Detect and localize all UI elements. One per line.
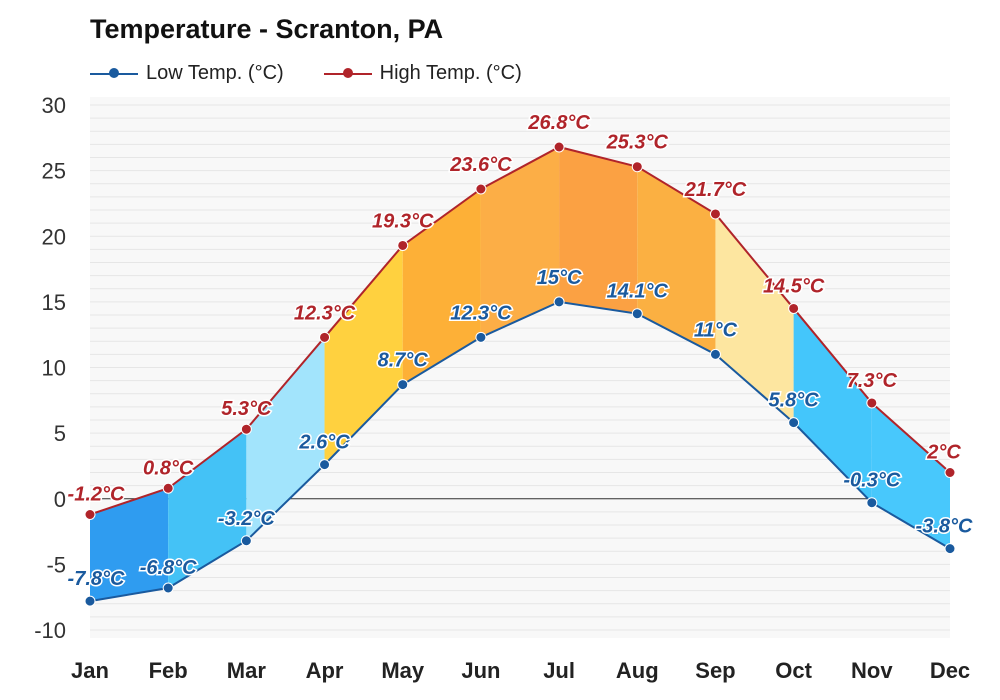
high-temp-point[interactable] (319, 331, 331, 343)
x-tick-label: Sep (695, 658, 735, 683)
low-temp-point[interactable] (240, 535, 252, 547)
y-tick-label: 15 (42, 290, 66, 315)
y-tick-label: -5 (46, 552, 66, 577)
temperature-band (793, 308, 872, 503)
temperature-band (559, 147, 638, 314)
low-temp-point[interactable] (162, 582, 174, 594)
low-temp-label: 15°C (537, 267, 582, 289)
high-temp-label: 0.8°C (143, 457, 194, 479)
low-temp-label: -0.3°C (843, 470, 900, 492)
high-temp-point[interactable] (631, 161, 643, 173)
y-tick-label: -10 (34, 618, 66, 643)
x-tick-label: Feb (149, 658, 188, 683)
low-temp-point[interactable] (397, 379, 409, 391)
high-temp-point[interactable] (553, 141, 565, 153)
low-temp-point[interactable] (866, 497, 878, 509)
temperature-band (402, 189, 481, 385)
high-temp-label: 19.3°C (372, 210, 434, 232)
temperature-band (246, 337, 325, 541)
legend-item-high[interactable]: High Temp. (°C) (323, 62, 522, 85)
low-temp-point[interactable] (475, 331, 487, 343)
high-temp-label: 23.6°C (449, 154, 512, 176)
y-tick-label: 0 (54, 487, 66, 512)
x-tick-label: Aug (616, 658, 659, 683)
high-temp-point[interactable] (162, 482, 174, 494)
high-temp-label: 25.3°C (606, 132, 669, 154)
x-tick-label: Oct (775, 658, 812, 683)
high-temp-label: 21.7°C (684, 179, 747, 201)
high-temp-label: 7.3°C (847, 370, 898, 392)
low-temp-label: 14.1°C (607, 281, 669, 303)
high-temp-point[interactable] (240, 423, 252, 435)
low-temp-point[interactable] (709, 348, 721, 360)
y-tick-label: 30 (42, 93, 66, 118)
temperature-band (480, 147, 560, 338)
x-tick-label: Apr (306, 658, 344, 683)
temperature-band (168, 429, 247, 588)
low-temp-label: -3.8°C (916, 516, 973, 538)
temperature-band (871, 402, 950, 549)
high-temp-point[interactable] (475, 183, 487, 195)
high-temp-label: 5.3°C (221, 398, 272, 420)
low-temp-label: 5.8°C (769, 390, 820, 412)
low-temp-label: -7.8°C (68, 568, 125, 590)
chart-title: Temperature - Scranton, PA (90, 14, 444, 44)
low-temp-point[interactable] (84, 595, 96, 607)
legend: Low Temp. (°C) High Temp. (°C) (90, 62, 522, 85)
high-temp-point[interactable] (709, 208, 721, 220)
low-temp-label: 12.3°C (450, 302, 512, 324)
legend-label-high: High Temp. (°C) (379, 62, 522, 84)
high-temp-label: 14.5°C (763, 275, 825, 297)
temperature-band (90, 488, 169, 602)
low-temp-label: -3.2°C (218, 508, 275, 530)
low-temp-label: 11°C (694, 319, 738, 341)
high-temp-label: 12.3°C (294, 302, 356, 324)
low-temp-point[interactable] (631, 308, 643, 320)
high-series-swatch (323, 67, 372, 78)
x-tick-label: Mar (227, 658, 267, 683)
low-series-swatch (90, 67, 138, 78)
legend-label-low: Low Temp. (°C) (146, 62, 284, 84)
low-temp-label: 2.6°C (298, 432, 350, 454)
high-temp-label: 2°C (926, 442, 961, 464)
low-temp-line (89, 300, 951, 603)
x-tick-label: Nov (851, 658, 893, 683)
high-temp-point[interactable] (944, 467, 956, 478)
high-temp-line (89, 145, 951, 516)
high-temp-point[interactable] (84, 509, 96, 520)
low-temp-point[interactable] (944, 543, 956, 555)
low-temp-point[interactable] (319, 459, 331, 471)
x-tick-label: Dec (930, 658, 970, 683)
low-temp-point[interactable] (788, 417, 800, 429)
x-tick-label: May (381, 658, 425, 683)
x-tick-label: Jul (543, 658, 575, 683)
y-tick-label: 10 (42, 356, 66, 381)
high-temp-point[interactable] (788, 302, 800, 314)
temperature-band (637, 166, 716, 355)
x-tick-label: Jun (461, 658, 500, 683)
temperature-band (324, 245, 403, 465)
high-temp-point[interactable] (866, 397, 878, 409)
legend-item-low[interactable]: Low Temp. (°C) (90, 62, 284, 85)
high-temp-point[interactable] (397, 239, 409, 251)
low-temp-label: -6.8°C (140, 557, 197, 579)
low-temp-point[interactable] (553, 296, 565, 308)
x-tick-label: Jan (71, 658, 109, 683)
y-tick-label: 20 (42, 224, 66, 249)
y-tick-label: 25 (42, 159, 66, 184)
low-temp-label: 8.7°C (378, 350, 429, 372)
high-temp-label: 26.8°C (527, 112, 590, 134)
high-temp-label: -1.2°C (68, 484, 125, 506)
y-tick-label: 5 (54, 421, 66, 446)
